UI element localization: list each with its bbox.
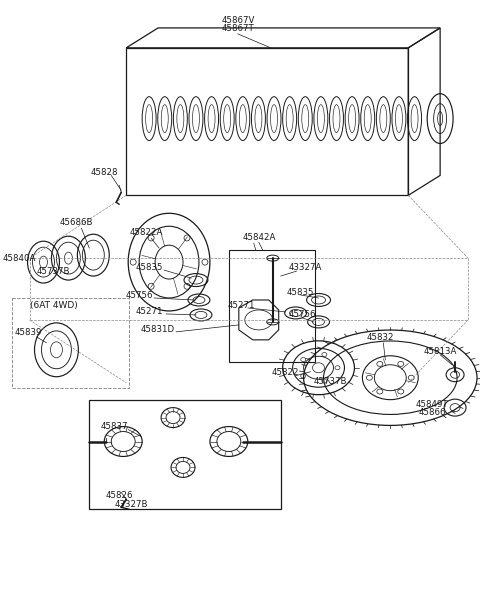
Text: 43327A: 43327A <box>289 262 322 272</box>
Bar <box>12 298 129 388</box>
Text: 45866: 45866 <box>419 408 446 417</box>
Text: 45867V: 45867V <box>221 17 254 25</box>
Text: 45835: 45835 <box>135 262 163 272</box>
Text: 45849T: 45849T <box>416 400 448 409</box>
Text: 45822: 45822 <box>272 368 300 377</box>
Text: 45826: 45826 <box>106 491 133 500</box>
Text: 45839: 45839 <box>15 329 42 337</box>
Text: 45756: 45756 <box>289 310 316 319</box>
Text: 45813A: 45813A <box>423 348 457 356</box>
Text: 45822A: 45822A <box>130 228 163 237</box>
Text: 43327B: 43327B <box>114 500 148 509</box>
Text: 45686B: 45686B <box>60 217 93 227</box>
Text: 45842A: 45842A <box>242 233 276 242</box>
Text: 45737B: 45737B <box>36 267 70 275</box>
Text: 45737B: 45737B <box>314 377 347 386</box>
Text: 45867T: 45867T <box>221 24 254 34</box>
Text: 45837: 45837 <box>100 422 128 431</box>
Text: 45835: 45835 <box>287 287 314 297</box>
Text: 45756: 45756 <box>125 291 153 300</box>
Text: 45828: 45828 <box>91 168 118 177</box>
Bar <box>229 250 314 362</box>
Text: (6AT 4WD): (6AT 4WD) <box>30 301 77 310</box>
Text: 45840A: 45840A <box>3 254 36 262</box>
Text: 45832: 45832 <box>367 333 394 342</box>
Text: 45831D: 45831D <box>141 326 175 335</box>
Text: 45271: 45271 <box>227 301 254 310</box>
Bar <box>89 400 281 509</box>
Text: 45271: 45271 <box>135 307 163 316</box>
